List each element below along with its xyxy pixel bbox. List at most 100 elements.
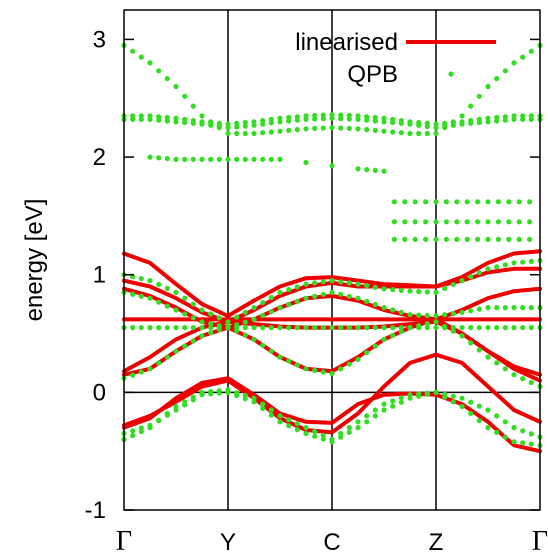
- qpb-point: [364, 413, 370, 419]
- qpb-point: [511, 439, 517, 445]
- qpb-point: [190, 156, 196, 162]
- qpb-point: [372, 127, 378, 133]
- qpb-point: [312, 125, 318, 131]
- qpb-point: [450, 393, 456, 399]
- qpb-point: [190, 103, 196, 109]
- qpb-point: [251, 325, 257, 331]
- qpb-point: [528, 379, 534, 386]
- qpb-point: [494, 413, 500, 419]
- qpb-point: [459, 113, 465, 119]
- legend-swatch-qpb: [448, 71, 454, 77]
- qpb-point: [190, 315, 196, 321]
- qpb-point: [216, 125, 222, 131]
- qpb-point: [130, 113, 136, 119]
- qpb-point: [402, 199, 408, 205]
- qpb-point: [130, 372, 136, 378]
- qpb-point: [346, 425, 352, 431]
- qpb-point: [268, 309, 274, 315]
- qpb-point: [338, 291, 344, 297]
- qpb-point: [294, 127, 300, 133]
- qpb-point: [329, 439, 335, 445]
- qpb-point: [355, 166, 361, 172]
- qpb-point: [303, 113, 309, 119]
- qpb-point: [234, 156, 240, 162]
- qpb-point: [199, 156, 205, 162]
- qpb-point: [433, 289, 439, 295]
- qpb-point: [355, 281, 361, 287]
- qpb-point: [251, 119, 257, 125]
- qpb-point: [268, 116, 274, 122]
- qpb-point: [294, 421, 300, 427]
- qpb-point: [476, 116, 482, 122]
- qpb-point: [346, 293, 352, 299]
- qpb-point: [476, 306, 482, 312]
- qpb-point: [234, 314, 240, 320]
- qpb-point: [494, 325, 500, 331]
- qpb-point: [303, 366, 309, 372]
- qpb-point: [147, 278, 153, 284]
- y-tick-label: 1: [93, 262, 106, 289]
- qpb-point: [485, 325, 491, 331]
- qpb-point: [398, 395, 404, 401]
- qpb-point: [346, 125, 352, 131]
- qpb-point: [459, 403, 465, 410]
- qpb-point: [182, 311, 188, 317]
- qpb-point: [216, 120, 222, 126]
- qpb-point: [502, 68, 508, 74]
- qpb-point: [381, 401, 387, 407]
- qpb-point: [511, 325, 517, 331]
- qpb-point: [164, 412, 170, 418]
- qpb-point: [424, 289, 430, 295]
- qpb-point: [520, 376, 526, 382]
- qpb-point: [416, 325, 422, 331]
- qpb-point: [190, 338, 196, 344]
- qpb-point: [495, 219, 501, 225]
- qpb-point: [494, 264, 500, 270]
- qpb-point: [528, 305, 534, 311]
- qpb-point: [407, 395, 413, 401]
- qpb-point: [476, 418, 482, 424]
- qpb-point: [294, 325, 300, 331]
- y-tick-label: 2: [93, 144, 106, 171]
- qpb-point: [182, 295, 188, 301]
- x-kpoint-label: Γ: [532, 526, 548, 557]
- qpb-point: [277, 128, 283, 134]
- qpb-point: [173, 156, 179, 162]
- qpb-point: [520, 259, 526, 265]
- qpb-point: [459, 309, 465, 315]
- qpb-point: [433, 313, 439, 319]
- qpb-point: [312, 280, 318, 286]
- qpb-point: [216, 390, 222, 396]
- qpb-point: [502, 434, 508, 440]
- qpb-point: [527, 219, 533, 225]
- qpb-point: [156, 299, 162, 305]
- x-kpoint-label: Z: [429, 529, 444, 556]
- qpb-point: [390, 403, 396, 409]
- qpb-point: [516, 219, 522, 225]
- qpb-point: [485, 219, 491, 225]
- qpb-point: [268, 294, 274, 301]
- qpb-point: [528, 258, 534, 264]
- band-line: [122, 376, 542, 454]
- qpb-point: [468, 325, 474, 331]
- qpb-point: [424, 325, 430, 331]
- qpb-point: [234, 392, 240, 399]
- qpb-point: [381, 336, 387, 342]
- qpb-point: [182, 325, 188, 331]
- qpb-point: [364, 325, 370, 331]
- qpb-point: [454, 199, 460, 205]
- qpb-point: [286, 127, 292, 133]
- qpb-point: [268, 156, 274, 162]
- qpb-point: [433, 389, 439, 395]
- qpb-point: [320, 291, 326, 297]
- qpb-point: [182, 343, 188, 349]
- qpb-point: [242, 130, 248, 137]
- band-line: [122, 249, 542, 318]
- qpb-point: [312, 325, 318, 331]
- qpb-point: [138, 113, 144, 119]
- qpb-point: [423, 236, 429, 242]
- qpb-point: [320, 125, 326, 131]
- qpb-point: [329, 125, 335, 131]
- qpb-point: [511, 113, 517, 119]
